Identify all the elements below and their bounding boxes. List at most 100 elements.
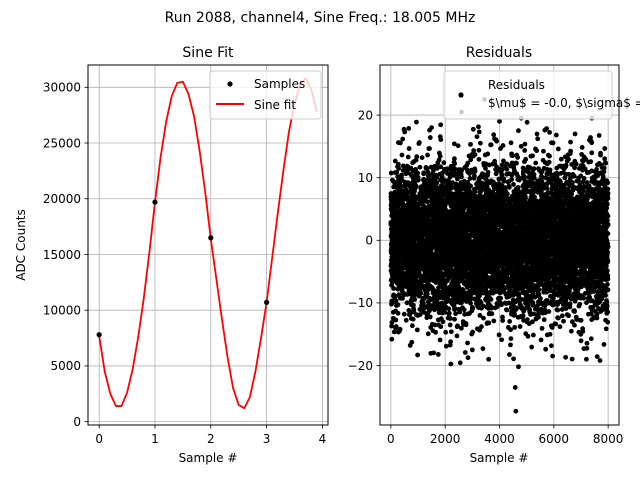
- residual-point: [455, 143, 461, 149]
- sine-fit-y-tick-label: 10000: [43, 304, 81, 318]
- residual-point: [511, 356, 516, 362]
- residual-point: [427, 146, 432, 151]
- residual-point: [461, 307, 467, 313]
- residual-point: [474, 134, 480, 140]
- residual-point: [447, 322, 453, 328]
- sine-fit-y-tick-label: 20000: [43, 192, 81, 206]
- residual-point: [472, 152, 478, 158]
- residual-point: [470, 306, 476, 312]
- residual-point: [447, 316, 453, 321]
- sine-fit-axes-frame: [87, 64, 329, 426]
- residuals-x-tick-label: 8000: [593, 432, 624, 446]
- residual-point: [491, 318, 497, 324]
- residual-point: [393, 298, 399, 304]
- residual-point: [517, 324, 523, 329]
- residual-point: [391, 286, 397, 291]
- residual-point: [410, 316, 416, 322]
- residuals-x-tick-label: 0: [387, 432, 395, 446]
- residual-point: [438, 324, 444, 330]
- residual-point: [500, 143, 506, 148]
- residual-point: [465, 340, 470, 346]
- residuals-y-tick-label: 10: [358, 171, 373, 185]
- residual-point: [508, 140, 514, 146]
- residual-point: [494, 138, 500, 144]
- residual-point: [421, 171, 427, 177]
- residual-point: [459, 174, 464, 180]
- sine-fit-x-tick-label: 4: [319, 432, 327, 446]
- residual-point: [405, 154, 411, 160]
- figure-title: Run 2088, channel4, Sine Freq.: 18.005 M…: [165, 10, 476, 26]
- residual-point: [516, 128, 521, 134]
- residual-point: [436, 157, 442, 163]
- residual-point: [415, 352, 420, 358]
- residual-point: [440, 319, 446, 325]
- residual-point: [452, 316, 457, 322]
- residual-point: [400, 136, 406, 142]
- sample-point: [208, 235, 214, 241]
- residual-point: [406, 308, 412, 313]
- residual-point: [498, 295, 504, 301]
- sample-point: [152, 199, 158, 205]
- residuals-y-tick-label: −10: [348, 296, 373, 310]
- residual-point: [476, 156, 482, 162]
- residual-point: [427, 307, 433, 313]
- residual-point: [511, 182, 516, 187]
- residual-point: [506, 185, 512, 190]
- sine-fit-x-tick-label: 1: [151, 432, 159, 446]
- residual-point: [512, 324, 518, 330]
- residual-point: [419, 155, 425, 161]
- residual-point: [508, 327, 514, 333]
- residual-point: [393, 317, 399, 323]
- residual-point: [501, 178, 507, 184]
- residual-point: [468, 300, 473, 306]
- residual-point: [403, 317, 409, 323]
- residual-point: [470, 329, 476, 335]
- residual-point: [426, 173, 432, 179]
- sine-fit-xlabel: Sample #: [179, 451, 238, 465]
- residual-point: [427, 135, 433, 140]
- residual-point: [396, 166, 402, 171]
- residual-point: [470, 126, 476, 132]
- sine-fit-y-tick-label: 30000: [43, 81, 81, 95]
- residual-point: [496, 332, 502, 338]
- residual-point: [389, 320, 395, 325]
- residual-point: [472, 173, 477, 179]
- residual-point: [402, 129, 408, 135]
- residual-point: [437, 295, 442, 301]
- residual-point: [395, 161, 401, 167]
- residual-point: [413, 167, 419, 172]
- residual-point: [432, 322, 438, 328]
- residual-point: [507, 352, 512, 357]
- residual-point: [415, 177, 421, 183]
- sine-fit-ylabel: ADC Counts: [14, 209, 28, 281]
- sine-fit-x-tick-label: 3: [263, 432, 271, 446]
- residual-point: [434, 180, 440, 186]
- sine-fit-panel: Sine Fit 0 1 2 3 405000100001500020000250003…: [14, 45, 329, 465]
- residuals-points: [388, 97, 611, 414]
- residual-point: [425, 152, 430, 158]
- residual-point: [438, 137, 444, 143]
- residual-point: [405, 180, 411, 186]
- residual-point: [398, 184, 403, 190]
- residual-point: [499, 337, 505, 343]
- residual-point: [414, 119, 419, 125]
- residual-point: [508, 342, 513, 348]
- residual-point: [400, 201, 406, 207]
- residual-point: [510, 153, 516, 159]
- sample-point: [264, 299, 270, 305]
- residual-point: [514, 160, 519, 166]
- residual-point: [472, 168, 478, 174]
- residuals-x-tick-label: 6000: [539, 432, 570, 446]
- residual-point: [452, 156, 457, 162]
- residual-point: [424, 166, 430, 171]
- residual-point: [391, 329, 397, 335]
- residual-point: [416, 140, 422, 145]
- residual-point: [417, 312, 423, 317]
- sine-fit-title: Sine Fit: [182, 45, 234, 61]
- residual-point: [400, 295, 405, 301]
- residual-point: [481, 315, 486, 321]
- sine-fit-curve: [98, 77, 318, 410]
- residual-point: [414, 154, 420, 160]
